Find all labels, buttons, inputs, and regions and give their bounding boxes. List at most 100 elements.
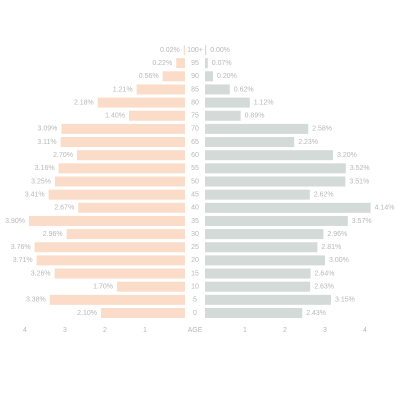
bar (162, 71, 185, 82)
bar (205, 189, 310, 200)
bar (48, 189, 185, 200)
value-label: 0.02% (160, 47, 180, 54)
value-label: 2.58% (312, 126, 332, 133)
age-label: 20 (191, 257, 199, 264)
x-axis-label: AGE (188, 327, 203, 334)
age-label: 100+ (187, 47, 203, 54)
value-label: 3.26% (31, 270, 51, 277)
value-label: 0.89% (245, 113, 265, 120)
age-label: 60 (191, 152, 199, 159)
age-label: 65 (191, 139, 199, 146)
bar (49, 294, 185, 305)
value-label: 2.96% (327, 231, 347, 238)
bar (205, 176, 346, 187)
age-label: 0 (193, 310, 197, 317)
bar (176, 58, 185, 69)
x-tick-label: 3 (63, 327, 67, 334)
value-label: 1.21% (113, 86, 133, 93)
x-tick-label: 1 (143, 327, 147, 334)
x-tick-label: 4 (23, 327, 27, 334)
bar (205, 294, 331, 305)
value-label: 1.12% (254, 99, 274, 106)
bar (205, 71, 213, 82)
bar (117, 281, 185, 292)
value-label: 2.70% (53, 152, 73, 159)
value-label: 2.81% (321, 244, 341, 251)
bar (77, 150, 185, 161)
value-label: 3.51% (349, 178, 369, 185)
bar (34, 242, 185, 253)
age-label: 70 (191, 126, 199, 133)
x-tick-label: 1 (243, 327, 247, 334)
value-label: 3.52% (350, 165, 370, 172)
bar (54, 268, 185, 279)
value-label: 2.43% (306, 310, 326, 317)
age-label: 55 (191, 165, 199, 172)
value-label: 3.16% (35, 165, 55, 172)
age-label: 50 (191, 178, 199, 185)
value-label: 1.40% (105, 113, 125, 120)
value-label: 2.96% (43, 231, 63, 238)
bar (136, 84, 185, 95)
value-label: 2.67% (54, 205, 74, 212)
bar (205, 163, 346, 174)
bar (101, 308, 185, 318)
value-label: 0.22% (152, 60, 172, 67)
value-label: 3.20% (337, 152, 357, 159)
bar (205, 123, 309, 134)
bar (205, 137, 295, 148)
age-label: 75 (191, 113, 199, 120)
value-label: 0.00% (210, 47, 230, 54)
age-label: 85 (191, 86, 199, 93)
bar (36, 255, 185, 266)
value-label: 3.38% (26, 297, 46, 304)
bar (205, 242, 318, 253)
x-tick-label: 2 (103, 327, 107, 334)
bar (66, 229, 185, 240)
value-label: 0.56% (139, 73, 159, 80)
value-label: 3.15% (335, 297, 355, 304)
age-label: 5 (193, 297, 197, 304)
value-label: 2.18% (74, 99, 94, 106)
age-label: 35 (191, 218, 199, 225)
bar (205, 97, 250, 108)
bar (183, 45, 185, 55)
bar (58, 163, 185, 174)
value-label: 3.57% (352, 218, 372, 225)
age-label: 90 (191, 73, 199, 80)
age-label: 45 (191, 191, 199, 198)
age-label: 10 (191, 284, 199, 291)
bar (205, 150, 333, 161)
bar (78, 202, 185, 213)
bar (129, 110, 185, 121)
age-label: 25 (191, 244, 199, 251)
age-label: 95 (191, 60, 199, 67)
bar (205, 45, 207, 55)
bar (205, 229, 324, 240)
x-tick-label: 2 (283, 327, 287, 334)
age-label: 40 (191, 205, 199, 212)
bar (205, 58, 208, 69)
bar (205, 255, 325, 266)
value-label: 4.14% (375, 205, 395, 212)
x-tick-label: 3 (323, 327, 327, 334)
value-label: 3.25% (31, 178, 51, 185)
value-label: 2.23% (298, 139, 318, 146)
value-label: 3.90% (5, 218, 25, 225)
bar (205, 84, 230, 95)
bar (61, 123, 185, 134)
value-label: 2.63% (314, 284, 334, 291)
bar (205, 308, 303, 318)
bar (205, 202, 371, 213)
bar (60, 137, 185, 148)
value-label: 3.76% (11, 244, 31, 251)
bar (97, 97, 185, 108)
bar (205, 281, 311, 292)
value-label: 2.64% (315, 270, 335, 277)
value-label: 3.00% (329, 257, 349, 264)
x-tick-label: 4 (363, 327, 367, 334)
value-label: 1.70% (93, 284, 113, 291)
bar (205, 268, 311, 279)
bar (55, 176, 185, 187)
